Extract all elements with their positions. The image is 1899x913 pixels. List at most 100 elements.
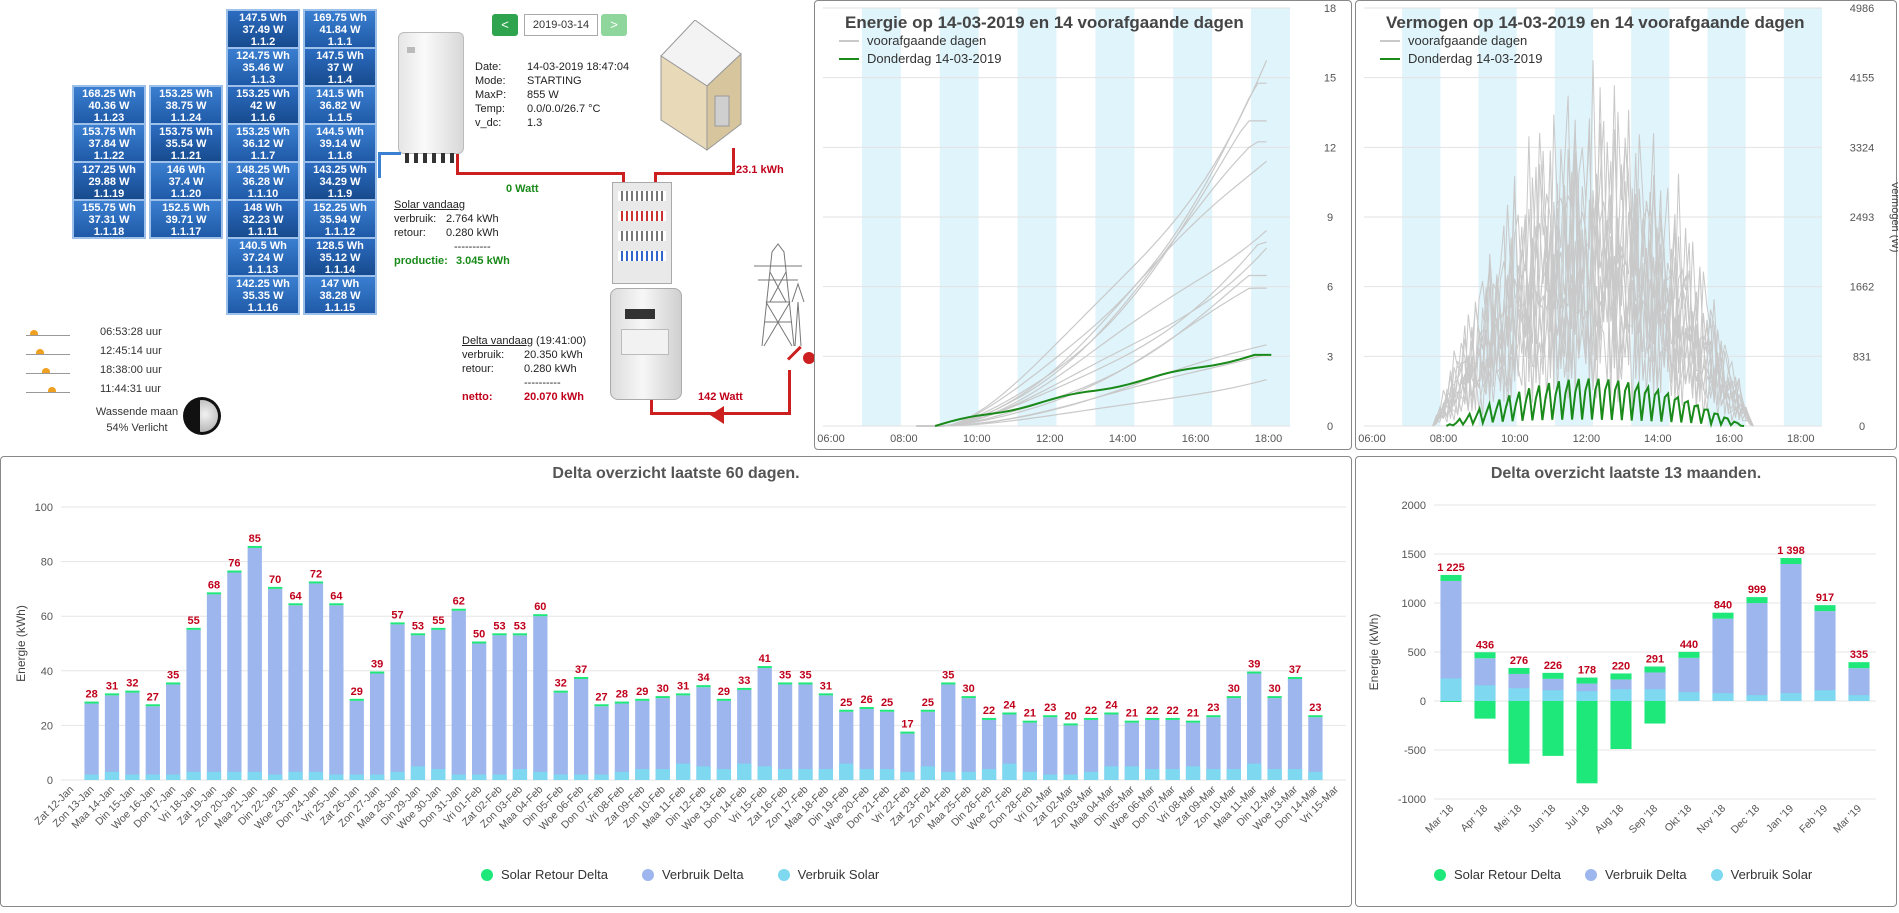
bar-verbruik-delta[interactable] (268, 588, 283, 780)
bar-verbruik-solar[interactable] (1848, 695, 1870, 701)
bar-verbruik-delta[interactable] (614, 703, 630, 780)
bar-verbruik-delta[interactable] (1848, 668, 1870, 701)
bar-verbruik-solar[interactable] (512, 769, 528, 780)
solar-panel-1.1.13[interactable]: 140.5 Wh 37.24 W 1.1.13 (226, 237, 300, 277)
legend-solar-label[interactable]: Verbruik Solar (797, 867, 880, 882)
bar-verbruik-delta[interactable] (839, 711, 854, 780)
bar-verbruik-solar[interactable] (1780, 693, 1802, 701)
bar-verbruik-delta[interactable] (1083, 719, 1099, 780)
legend-verbruik-label[interactable]: Verbruik Delta (661, 867, 744, 882)
bar-verbruik-delta[interactable] (573, 678, 589, 780)
bar-verbruik-delta[interactable] (553, 692, 568, 780)
bar-verbruik-delta[interactable] (1022, 722, 1037, 780)
bar-verbruik-delta[interactable] (166, 684, 181, 780)
bar-verbruik-delta[interactable] (594, 706, 609, 780)
bar-verbruik-solar[interactable] (308, 771, 324, 780)
bar-verbruik-delta[interactable] (533, 616, 548, 780)
bar-verbruik-solar[interactable] (1145, 769, 1160, 780)
bar-verbruik-solar[interactable] (1308, 771, 1323, 780)
bar-verbruik-solar[interactable] (492, 774, 507, 780)
bar-solar-retour[interactable] (1576, 701, 1598, 784)
legend-solar-label[interactable]: Verbruik Solar (1730, 867, 1813, 882)
bar-verbruik-solar[interactable] (1165, 769, 1180, 780)
bar-verbruik-solar[interactable] (186, 771, 201, 780)
bar-solar-retour[interactable] (1474, 701, 1496, 719)
bar-verbruik-delta[interactable] (1440, 580, 1462, 701)
solar-panel-1.1.22[interactable]: 153.75 Wh 37.84 W 1.1.22 (72, 123, 146, 163)
bar-verbruik-delta[interactable] (818, 695, 834, 780)
bar-verbruik-solar[interactable] (104, 771, 120, 780)
bar-verbruik-delta[interactable] (716, 700, 732, 780)
bar-verbruik-solar[interactable] (410, 766, 426, 780)
bar-verbruik-delta[interactable] (104, 695, 120, 780)
bar-verbruik-delta[interactable] (1267, 698, 1282, 780)
energy-legend-prev[interactable]: voorafgaande dagen (867, 33, 987, 48)
bar-verbruik-solar[interactable] (431, 769, 446, 780)
legend-retour-label[interactable]: Solar Retour Delta (501, 867, 608, 882)
bar-verbruik-solar[interactable] (1712, 693, 1734, 701)
bar-verbruik-delta[interactable] (247, 547, 262, 780)
power-legend-prev[interactable]: voorafgaande dagen (1408, 33, 1528, 48)
solar-panel-1.1.14[interactable]: 128.5 Wh 35.12 W 1.1.14 (303, 237, 377, 277)
bar-verbruik-delta[interactable] (186, 629, 201, 780)
bar-verbruik-delta[interactable] (655, 698, 670, 780)
bar-verbruik-delta[interactable] (125, 692, 140, 780)
bar-verbruik-solar[interactable] (1644, 689, 1666, 701)
bar-verbruik-solar[interactable] (635, 769, 650, 780)
bar-verbruik-delta[interactable] (1678, 657, 1700, 701)
bar-verbruik-delta[interactable] (1746, 603, 1768, 701)
bar-verbruik-solar[interactable] (941, 771, 956, 780)
bar-verbruik-solar[interactable] (390, 771, 405, 780)
bar-verbruik-solar[interactable] (1746, 695, 1768, 701)
bar-verbruik-solar[interactable] (777, 769, 793, 780)
bar-verbruik-delta[interactable] (492, 635, 507, 780)
bar-verbruik-solar[interactable] (1814, 690, 1836, 701)
bar-verbruik-solar[interactable] (1063, 774, 1078, 780)
bar-verbruik-solar[interactable] (1124, 766, 1139, 780)
bar-verbruik-solar[interactable] (533, 771, 548, 780)
bar-verbruik-delta[interactable] (370, 673, 385, 780)
bar-verbruik-delta[interactable] (879, 711, 895, 780)
bar-solar-retour[interactable] (1508, 701, 1530, 764)
solar-panel-1.1.7[interactable]: 153.25 Wh 36.12 W 1.1.7 (226, 123, 300, 163)
bar-verbruik-solar[interactable] (1474, 685, 1496, 701)
bar-verbruik-solar[interactable] (84, 774, 99, 780)
solar-panel-1.1.12[interactable]: 152.25 Wh 35.94 W 1.1.12 (303, 199, 377, 239)
bar-verbruik-solar[interactable] (655, 769, 670, 780)
bar-verbruik-solar[interactable] (1002, 763, 1017, 780)
bar-verbruik-solar[interactable] (675, 763, 691, 780)
bar-verbruik-solar[interactable] (288, 771, 303, 780)
bar-verbruik-solar[interactable] (1576, 691, 1598, 701)
solar-panel-1.1.10[interactable]: 148.25 Wh 36.28 W 1.1.10 (226, 161, 300, 201)
bar-verbruik-delta[interactable] (84, 703, 99, 780)
bar-verbruik-solar[interactable] (329, 774, 344, 780)
bar-verbruik-delta[interactable] (1712, 618, 1734, 701)
bar-verbruik-solar[interactable] (798, 769, 813, 780)
bar-verbruik-solar[interactable] (879, 769, 895, 780)
bar-verbruik-delta[interactable] (1124, 722, 1139, 780)
bar-verbruik-solar[interactable] (247, 771, 262, 780)
legend-verbruik-label[interactable]: Verbruik Delta (1604, 867, 1687, 882)
bar-verbruik-delta[interactable] (1247, 673, 1262, 780)
bar-verbruik-delta[interactable] (1185, 722, 1201, 780)
bar-verbruik-solar[interactable] (594, 774, 609, 780)
solar-panel-1.1.2[interactable]: 147.5 Wh 37.49 W 1.1.2 (226, 9, 300, 49)
bar-verbruik-delta[interactable] (961, 698, 976, 780)
bar-verbruik-delta[interactable] (1780, 563, 1802, 701)
bar-verbruik-delta[interactable] (675, 695, 691, 780)
bar-verbruik-solar[interactable] (471, 774, 487, 780)
bar-verbruik-delta[interactable] (227, 572, 242, 780)
bar-verbruik-delta[interactable] (1104, 714, 1119, 780)
bar-solar-retour[interactable] (1542, 701, 1564, 756)
bar-verbruik-delta[interactable] (288, 605, 303, 780)
bar-verbruik-delta[interactable] (981, 719, 997, 780)
bar-verbruik-solar[interactable] (370, 774, 385, 780)
bar-verbruik-delta[interactable] (145, 706, 160, 780)
bar-verbruik-solar[interactable] (961, 771, 976, 780)
bar-verbruik-delta[interactable] (696, 687, 711, 780)
solar-panel-1.1.15[interactable]: 147 Wh 38.28 W 1.1.15 (303, 275, 377, 315)
bar-verbruik-solar[interactable] (573, 774, 589, 780)
solar-panel-1.1.6[interactable]: 153.25 Wh 42 W 1.1.6 (226, 85, 300, 125)
bar-verbruik-solar[interactable] (227, 771, 242, 780)
bar-verbruik-delta[interactable] (512, 635, 528, 780)
